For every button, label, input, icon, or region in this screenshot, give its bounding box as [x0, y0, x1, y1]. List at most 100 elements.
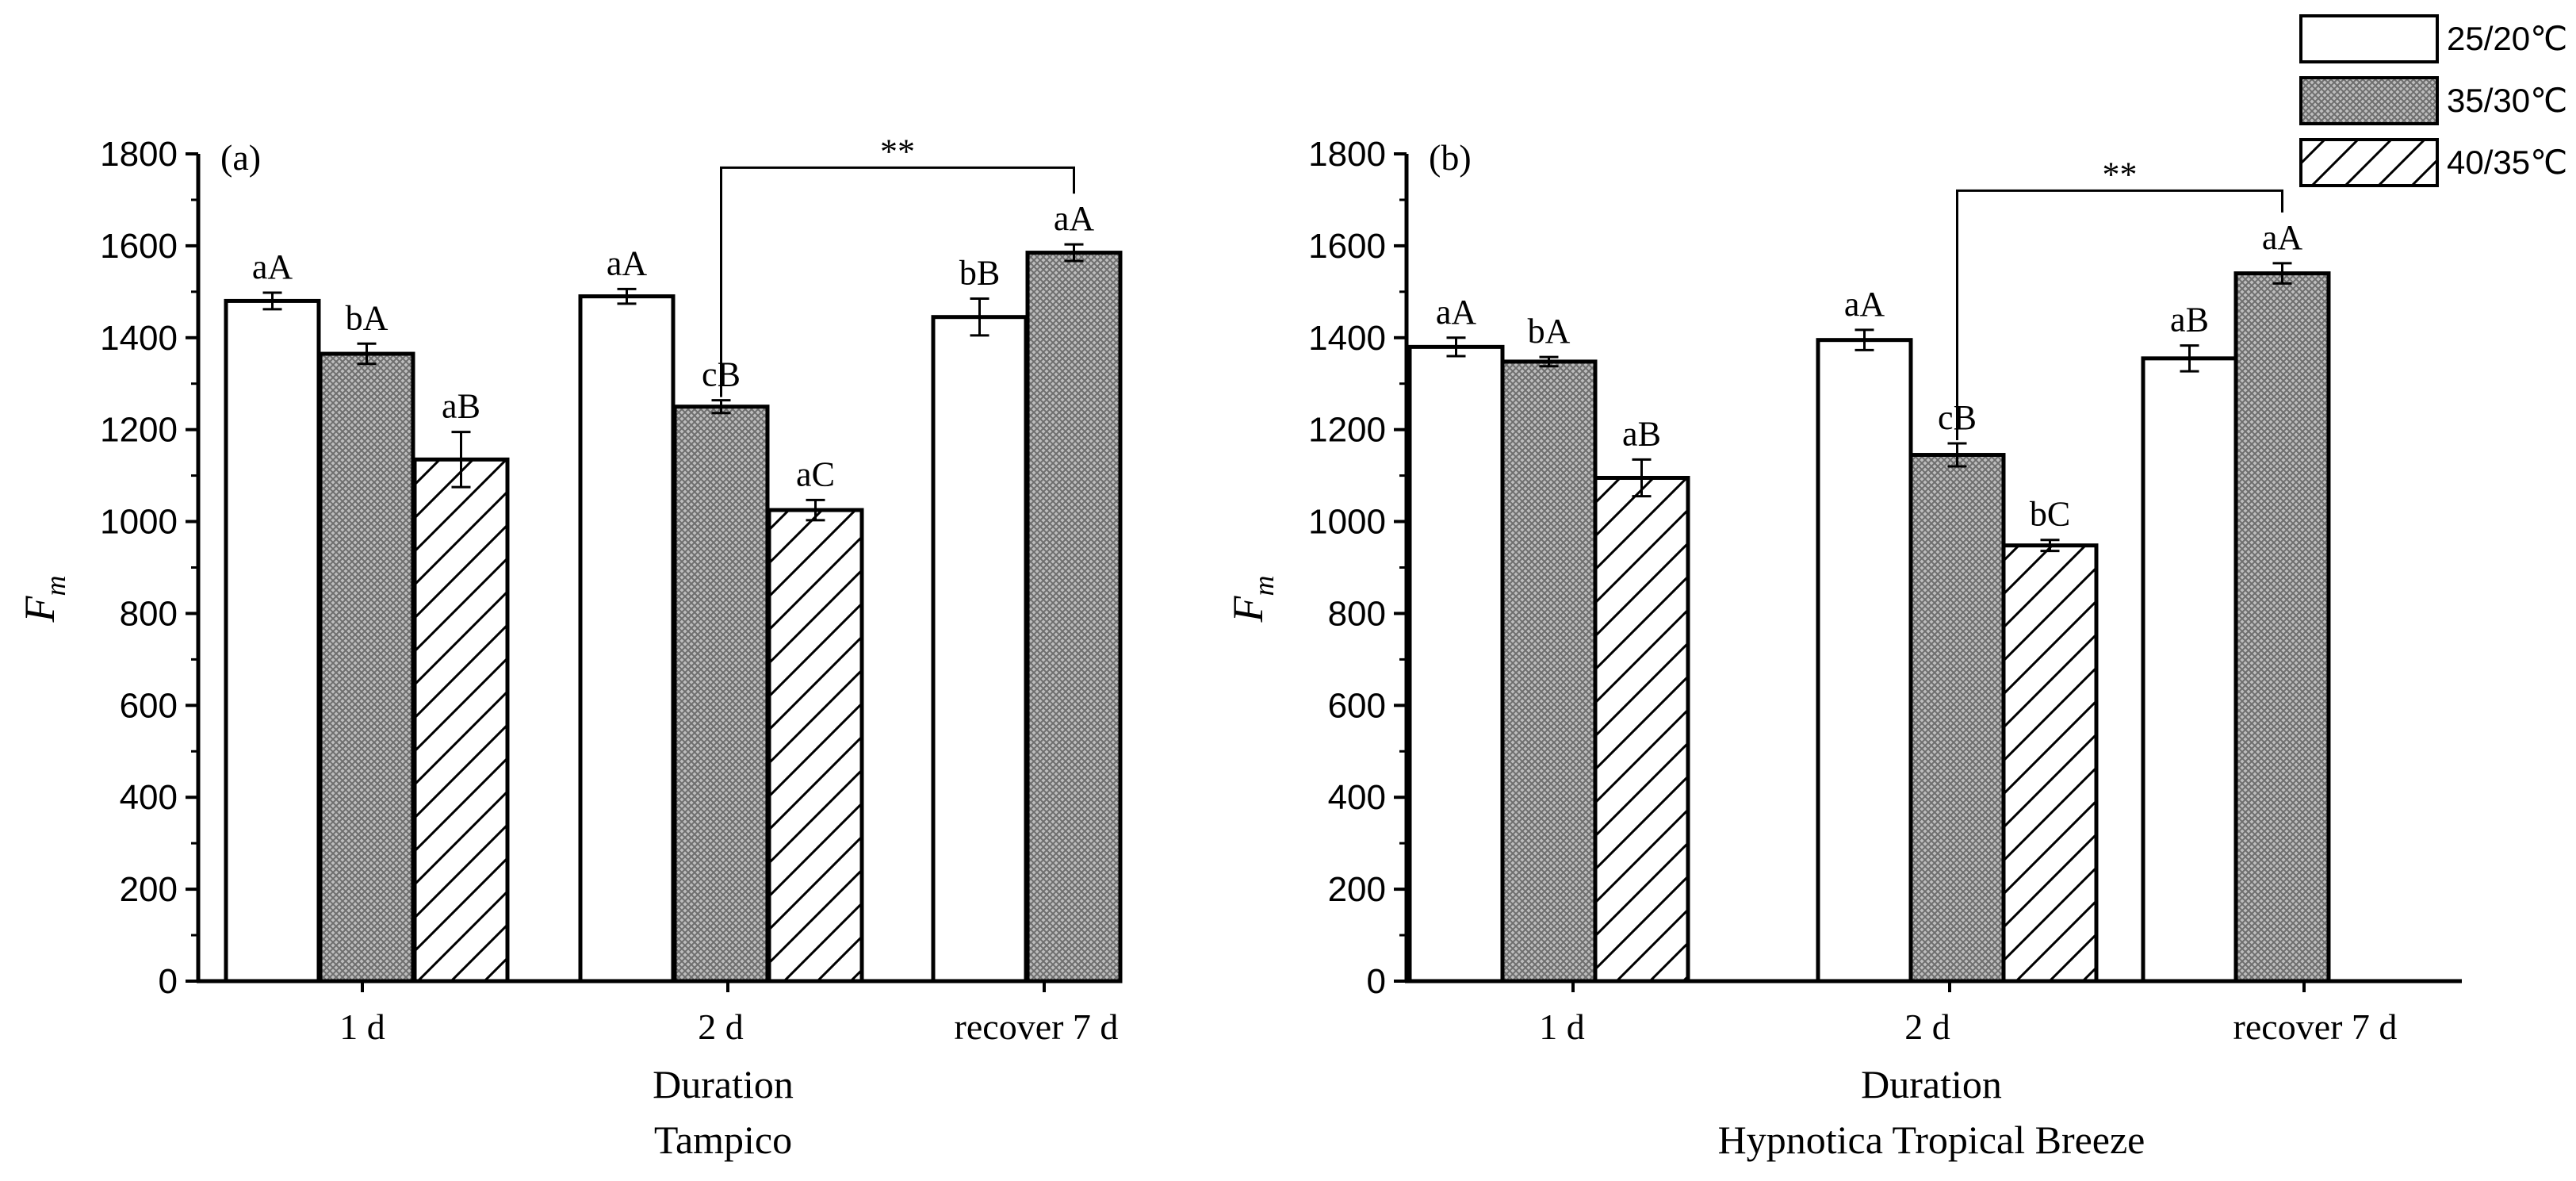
x-axis-title: Duration: [1861, 1062, 2002, 1106]
y-tick-label: 1000: [100, 503, 178, 542]
y-tick-label: 1200: [100, 411, 178, 450]
legend-label-2: 40/35℃: [2447, 144, 2567, 181]
error-bar: [2040, 539, 2060, 553]
y-tick-label: 1400: [100, 319, 178, 358]
bar: [672, 405, 770, 984]
bar: [931, 315, 1028, 984]
significance-stars: **: [2103, 155, 2138, 194]
error-bar: [1064, 243, 1084, 263]
bar: [1593, 476, 1690, 984]
error-bar: [2272, 262, 2292, 285]
significance-bracket: [1956, 189, 2283, 441]
error-bar: [1446, 336, 1466, 358]
panel-label: (b): [1429, 137, 1472, 178]
legend-item-2: 40/35℃: [2299, 138, 2567, 187]
x-category-label: 1 d: [1539, 1007, 1585, 1047]
y-tick-label: 800: [120, 594, 178, 633]
significance-letter: aB: [1622, 414, 1661, 453]
bar: [412, 457, 510, 984]
y-tick-label: 1800: [1308, 135, 1386, 174]
x-category-label: recover 7 d: [955, 1007, 1119, 1047]
error-bar: [357, 342, 377, 366]
legend-swatch-1: [2299, 76, 2439, 125]
significance-letter: aA: [1844, 285, 1885, 324]
y-tick-label: 800: [1328, 594, 1386, 633]
significance-letter: aA: [252, 247, 293, 286]
bar: [1407, 344, 1505, 984]
y-tick-label: 0: [1367, 962, 1386, 1001]
y-tick-label: 1400: [1308, 319, 1386, 358]
y-axis-title-main: F: [16, 596, 63, 623]
x-axis-title: Duration: [653, 1062, 794, 1106]
bar: [767, 508, 864, 984]
legend-item-0: 25/20℃: [2299, 14, 2567, 63]
significance-letter: bA: [346, 298, 389, 337]
error-bar: [451, 431, 471, 489]
bar: [578, 294, 676, 984]
error-bar: [711, 399, 731, 415]
y-axis-title-sub: m: [40, 576, 71, 596]
error-bar: [2180, 344, 2199, 373]
x-category-label: 1 d: [339, 1007, 385, 1047]
error-bar: [617, 287, 637, 305]
bar: [2001, 543, 2099, 984]
y-tick-label: 200: [120, 870, 178, 909]
significance-bracket-line: [1956, 189, 2283, 441]
significance-letter: aB: [2170, 301, 2209, 339]
y-tick-label: 1000: [1308, 503, 1386, 542]
panel-label: (a): [220, 137, 261, 178]
x-category-label: 2 d: [1904, 1007, 1950, 1047]
y-tick-label: 600: [120, 686, 178, 725]
significance-letter: aC: [796, 454, 835, 493]
error-bar: [1539, 355, 1559, 368]
significance-stars: **: [880, 132, 915, 171]
y-axis-title-sub: m: [1248, 576, 1280, 596]
bar: [2233, 271, 2331, 984]
y-tick-label: 400: [120, 778, 178, 817]
significance-bracket-line: [720, 166, 1075, 397]
legend-swatch-0: [2299, 14, 2439, 63]
significance-bracket: [720, 166, 1075, 397]
bar: [2141, 356, 2238, 984]
cultivar-name: Tampico: [654, 1118, 792, 1162]
error-bar: [970, 297, 989, 337]
significance-letter: aA: [607, 243, 648, 282]
panels: aA aA bBbAcBaAaBaC020040060080010001200140…: [16, 132, 2462, 1162]
significance-letter: aB: [442, 387, 480, 426]
y-tick-label: 600: [1328, 686, 1386, 725]
bar: [318, 351, 415, 984]
y-tick-label: 1800: [100, 135, 178, 174]
bar: [1025, 251, 1123, 984]
legend-item-1: 35/30℃: [2299, 76, 2567, 125]
significance-letter: aA: [1436, 293, 1477, 332]
y-tick-label: 1600: [1308, 227, 1386, 266]
error-bar: [806, 498, 825, 522]
bar: [1500, 359, 1598, 984]
bar: [1816, 338, 1913, 984]
panel-1: aA aA aBbAcBaAaBbC020040060080010001200140…: [1224, 135, 2462, 1162]
legend-label-1: 35/30℃: [2447, 82, 2567, 119]
significance-letter: bB: [959, 254, 1000, 293]
significance-letter: bA: [1528, 312, 1571, 351]
cultivar-name: Hypnotica Tropical Breeze: [1718, 1118, 2145, 1162]
legend-swatch-2: [2299, 138, 2439, 187]
significance-letter: bC: [2030, 495, 2070, 534]
significance-letter: aA: [2262, 218, 2303, 257]
bar: [1908, 453, 2006, 984]
y-tick-label: 200: [1328, 870, 1386, 909]
y-axis-title: Fm: [16, 576, 71, 623]
error-bar: [1632, 458, 1652, 498]
legend: 25/20℃ 35/30℃ 40/35℃: [2299, 14, 2567, 187]
y-axis-title-main: F: [1224, 596, 1272, 623]
x-category-label: 2 d: [698, 1007, 744, 1047]
bar: [224, 298, 321, 984]
error-bar: [262, 291, 282, 311]
error-bar: [1854, 328, 1874, 351]
legend-label-0: 25/20℃: [2447, 20, 2567, 57]
error-bar: [1947, 442, 1967, 468]
panel-0: aA aA bBbAcBaAaBaC020040060080010001200140…: [16, 132, 1123, 1162]
y-axis-title: Fm: [1224, 576, 1280, 623]
y-tick-label: 1200: [1308, 411, 1386, 450]
